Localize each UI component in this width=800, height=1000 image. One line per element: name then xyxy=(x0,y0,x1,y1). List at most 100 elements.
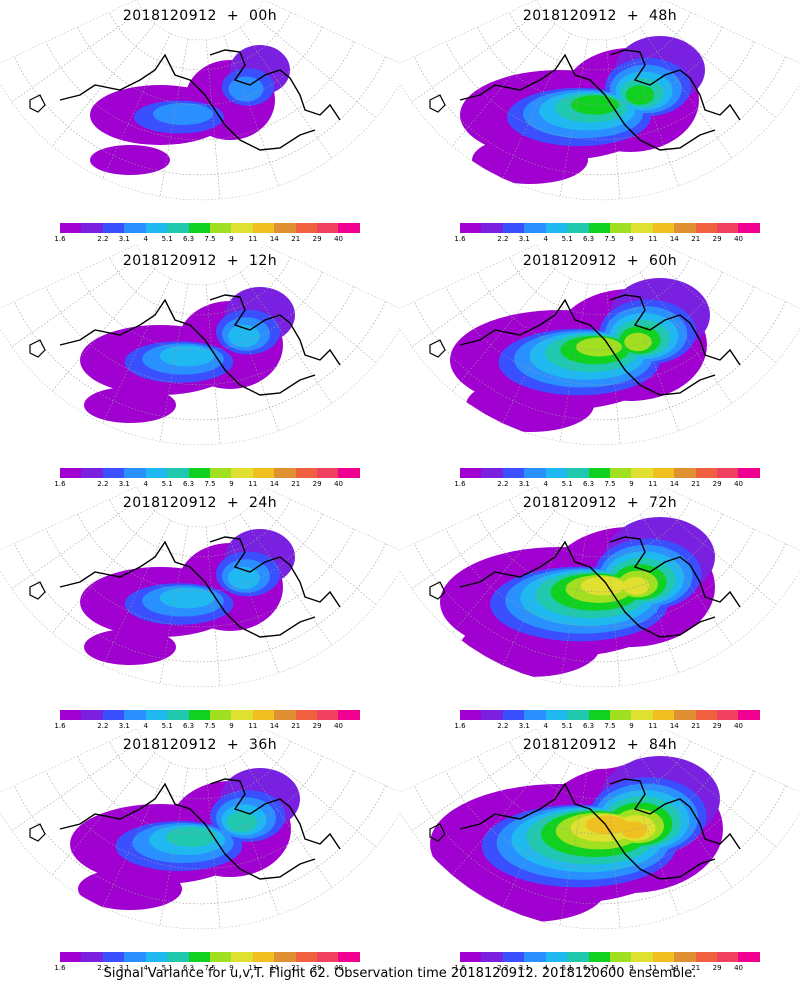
coastline xyxy=(429,581,446,600)
colorbar-swatch xyxy=(502,468,525,478)
colorbar-tick-label: 6.3 xyxy=(182,722,195,730)
longitude-line xyxy=(11,254,143,348)
colorbar-tick-label: 11 xyxy=(248,480,258,488)
colorbar-tick-label: 21 xyxy=(691,235,701,243)
domain-outline xyxy=(400,487,800,688)
longitude-line xyxy=(653,14,777,119)
colorbar-tick-label: 40 xyxy=(734,964,744,972)
coastline xyxy=(609,294,741,366)
colorbar-tick-label: 9 xyxy=(629,235,634,243)
colorbar xyxy=(460,710,760,720)
longitude-line xyxy=(239,272,333,404)
panel-title: 2018120912 + 00h xyxy=(122,8,278,24)
longitude-line xyxy=(411,738,543,832)
colorbar xyxy=(60,223,360,233)
colorbar-swatch xyxy=(252,468,275,478)
colorbar xyxy=(60,468,360,478)
longitude-line xyxy=(159,38,189,197)
colorbar-tick-label: 29 xyxy=(312,235,322,243)
domain-outline xyxy=(0,0,400,201)
latitude-line xyxy=(109,12,291,71)
colorbar-tick-label: 1.6 xyxy=(54,722,66,730)
colorbar-swatch xyxy=(695,710,718,720)
colorbar-swatch xyxy=(60,710,82,720)
colorbar-tick-label: 14 xyxy=(669,480,679,488)
colorbar-swatch xyxy=(209,952,232,962)
colorbar-swatch xyxy=(295,223,318,233)
colorbar-swatch xyxy=(631,952,653,962)
colorbar-tick-label: 40 xyxy=(334,480,344,488)
longitude-line xyxy=(639,27,733,159)
colorbar-tick-label: 4 xyxy=(143,722,148,730)
longitude-line xyxy=(623,522,679,674)
latitude-line xyxy=(509,499,691,558)
colorbar-tick-label: 14 xyxy=(669,722,679,730)
latitude-line xyxy=(445,528,755,628)
longitude-line xyxy=(205,39,221,200)
colorbar-swatch xyxy=(188,468,210,478)
colorbar-ticks: 1.6 2.2 3.1 4 5.1 6.3 7.5 9 11 14 21 29 40 xyxy=(454,235,760,245)
variance-area xyxy=(90,145,170,175)
variance-area xyxy=(472,136,588,184)
latitude-line xyxy=(413,543,787,663)
variance-area xyxy=(622,577,650,595)
longitude-line xyxy=(239,27,333,159)
colorbar-swatch xyxy=(295,468,318,478)
longitude-line xyxy=(639,514,733,646)
colorbar-tick-label: 5.1 xyxy=(561,235,573,243)
colorbar-ticks: 1.6 2.2 3.1 4 5.1 6.3 7.5 9 11 14 21 29 40 xyxy=(454,480,760,490)
domain-outline xyxy=(400,729,800,930)
colorbar-swatch xyxy=(167,952,189,962)
variance-area xyxy=(576,337,622,357)
polar-map xyxy=(0,0,400,201)
longitude-line xyxy=(159,283,189,442)
colorbar-swatch xyxy=(481,710,503,720)
coastline xyxy=(29,339,46,358)
colorbar-swatch xyxy=(145,952,168,962)
longitude-line xyxy=(223,522,279,674)
latitude-line xyxy=(509,741,691,800)
coastline xyxy=(29,581,46,600)
colorbar-swatch xyxy=(738,710,760,720)
longitude-line xyxy=(51,510,156,634)
colorbar-swatch xyxy=(502,223,525,233)
longitude-line xyxy=(653,501,777,606)
colorbar-tick-label: 21 xyxy=(291,235,301,243)
panel-title: 2018120912 + 48h xyxy=(522,8,678,24)
colorbar-swatch xyxy=(674,710,696,720)
longitude-line xyxy=(451,510,556,634)
variance-area xyxy=(621,821,647,839)
colorbar-tick-label: 1.6 xyxy=(454,964,466,972)
colorbar-swatch xyxy=(102,223,125,233)
longitude-line xyxy=(11,9,143,103)
colorbar-swatch xyxy=(460,710,482,720)
colorbar-swatch xyxy=(588,468,610,478)
longitude-line xyxy=(639,756,733,888)
colorbar-swatch xyxy=(502,710,525,720)
coastline xyxy=(209,294,341,366)
colorbar-swatch xyxy=(524,223,546,233)
colorbar-swatch xyxy=(695,952,718,962)
longitude-line xyxy=(223,280,279,432)
colorbar-swatch xyxy=(738,952,760,962)
colorbar-tick-label: 3.1 xyxy=(518,480,530,488)
longitude-line xyxy=(502,520,571,666)
colorbar-tick-label: 40 xyxy=(334,722,344,730)
longitude-line xyxy=(559,767,589,926)
latitude-line xyxy=(13,543,387,663)
colorbar-swatch xyxy=(695,223,718,233)
coastline xyxy=(209,49,341,121)
colorbar-swatch xyxy=(167,223,189,233)
colorbar-swatch xyxy=(609,468,632,478)
map-panel: 2018120912 + 24h 1.6 2.2 3.1 4 5.1 6.3 7.5 9 11 14… xyxy=(0,487,400,732)
longitude-line xyxy=(205,768,221,929)
coastline xyxy=(459,782,716,880)
colorbar-tick-label: 1.6 xyxy=(54,235,66,243)
longitude-line xyxy=(411,254,543,348)
colorbar-tick-label: 7.5 xyxy=(204,235,216,243)
colorbar-tick-label: 7.5 xyxy=(604,235,616,243)
latitude-line xyxy=(13,785,387,905)
colorbar-swatch xyxy=(60,468,82,478)
colorbar-tick-label: 21 xyxy=(291,964,301,972)
longitude-line xyxy=(102,33,171,179)
